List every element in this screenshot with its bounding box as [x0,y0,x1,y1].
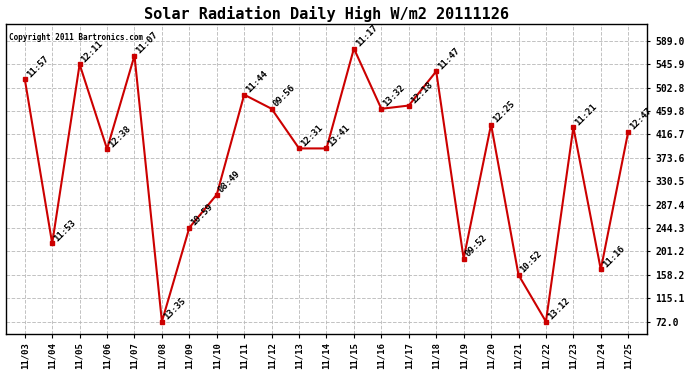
Text: 11:47: 11:47 [436,46,462,71]
Text: 11:53: 11:53 [52,218,77,243]
Text: 13:41: 13:41 [326,123,352,148]
Text: 11:44: 11:44 [244,69,270,94]
Text: 10:52: 10:52 [518,249,544,275]
Text: 09:56: 09:56 [272,83,297,109]
Text: 12:38: 12:38 [107,124,132,149]
Text: 12:18: 12:18 [408,80,434,105]
Text: Copyright 2011 Bartronics.com: Copyright 2011 Bartronics.com [9,33,143,42]
Text: 11:07: 11:07 [135,30,160,56]
Title: Solar Radiation Daily High W/m2 20111126: Solar Radiation Daily High W/m2 20111126 [144,6,509,21]
Text: 13:32: 13:32 [382,83,406,109]
Text: 08:49: 08:49 [217,169,242,195]
Text: 10:59: 10:59 [189,202,215,228]
Text: 09:52: 09:52 [464,233,489,259]
Text: 12:47: 12:47 [628,106,653,132]
Text: 11:17: 11:17 [354,23,380,48]
Text: 11:21: 11:21 [573,102,599,127]
Text: 11:16: 11:16 [601,244,626,270]
Text: 12:11: 12:11 [79,39,105,64]
Text: 12:31: 12:31 [299,123,324,148]
Text: 12:25: 12:25 [491,99,516,124]
Text: 13:35: 13:35 [162,296,187,322]
Text: 11:57: 11:57 [25,54,50,79]
Text: 13:12: 13:12 [546,296,571,322]
